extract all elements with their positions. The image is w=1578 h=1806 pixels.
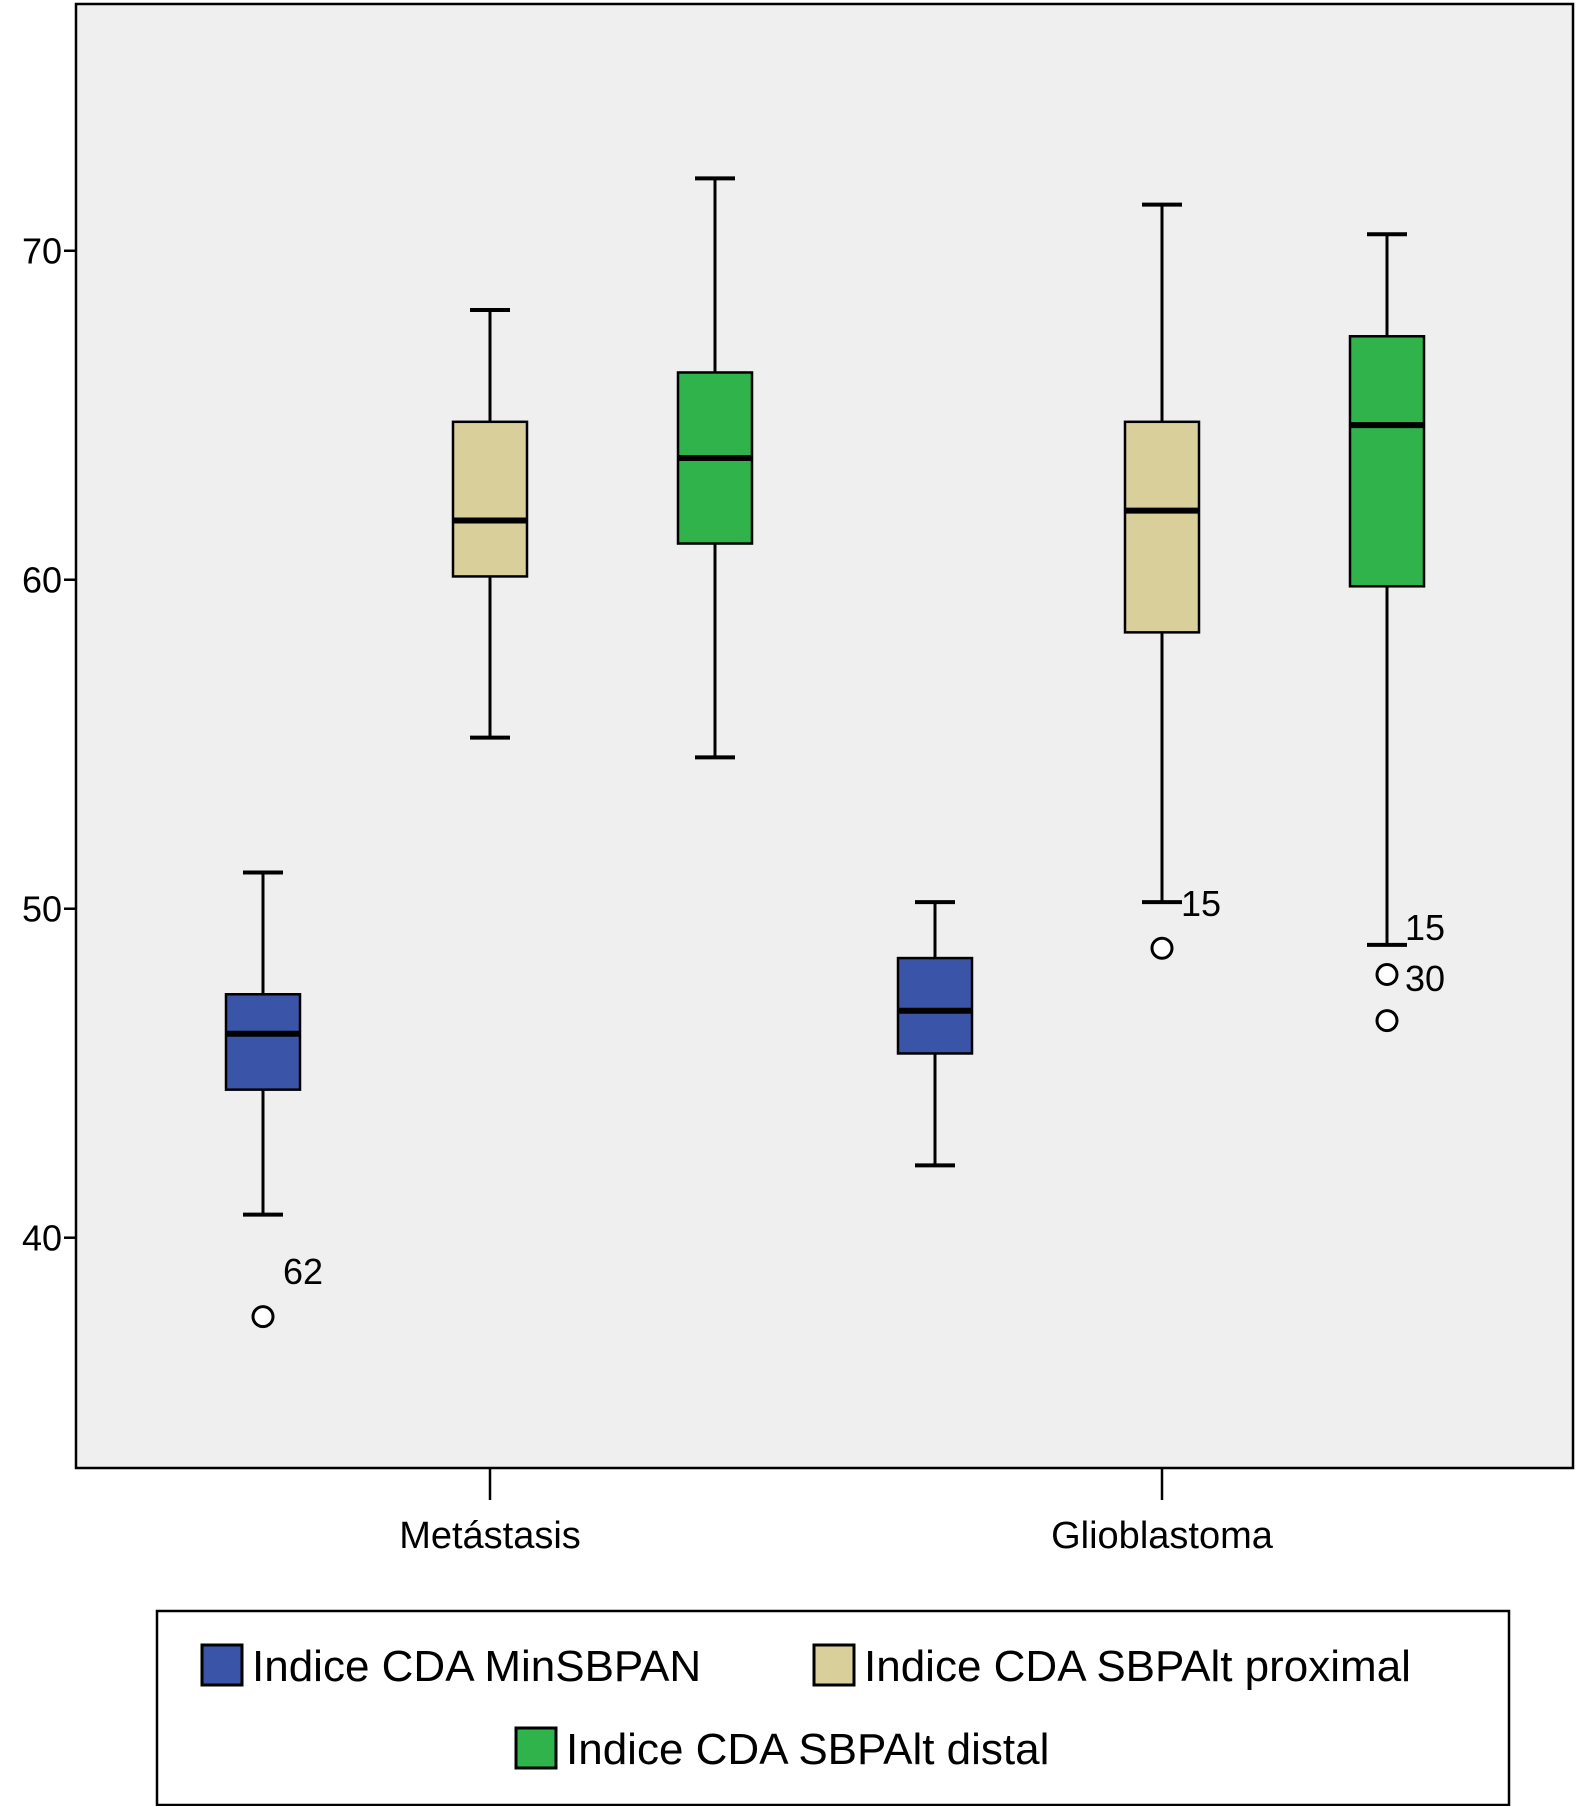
iqr-box: [1123, 420, 1201, 634]
outlier-label: 15: [1405, 907, 1445, 948]
outlier-point: [1375, 1009, 1399, 1033]
legend-label: Indice CDA MinSBPAN: [252, 1642, 701, 1691]
legend-swatch: [200, 1643, 244, 1687]
x-category-label: Metástasis: [399, 1515, 581, 1557]
y-axis: 40 50 60 70: [22, 231, 76, 1259]
plot-area: [74, 2, 1575, 1470]
legend-label: Indice CDA SBPAlt proximal: [864, 1642, 1411, 1691]
iqr-box: [1348, 335, 1426, 588]
y-tick-label: 50: [22, 889, 62, 930]
outlier-label: 62: [283, 1251, 323, 1292]
outlier-label: 15: [1181, 883, 1221, 924]
box-3-2: [1348, 232, 1426, 1033]
x-category-label: Glioblastoma: [1051, 1515, 1274, 1557]
box-3-1: [676, 176, 754, 760]
box-2-2: [1123, 202, 1201, 960]
y-tick-label: 70: [22, 231, 62, 272]
y-tick-label: 60: [22, 560, 62, 601]
legend-label: Indice CDA SBPAlt distal: [566, 1725, 1049, 1774]
y-tick-label: 40: [22, 1218, 62, 1259]
iqr-box: [896, 956, 974, 1055]
outlier-point: [1150, 936, 1174, 960]
box-1-2: [896, 900, 974, 1168]
box-series: 62 15 15 30: [224, 176, 1445, 1329]
outlier-label: 30: [1405, 958, 1445, 999]
legend-swatch: [514, 1726, 558, 1770]
iqr-box: [224, 993, 302, 1091]
outlier-point: [1375, 963, 1399, 987]
outlier-point: [251, 1305, 275, 1329]
box-2-1: [451, 307, 529, 740]
x-axis: Metástasis Glioblastoma: [399, 1468, 1274, 1557]
iqr-box: [451, 420, 529, 578]
legend-frame: [155, 1609, 1511, 1806]
legend: Indice CDA MinSBPAN Indice CDA SBPAlt pro…: [155, 1609, 1511, 1806]
legend-swatch: [812, 1643, 856, 1687]
box-1-1: [224, 870, 302, 1329]
